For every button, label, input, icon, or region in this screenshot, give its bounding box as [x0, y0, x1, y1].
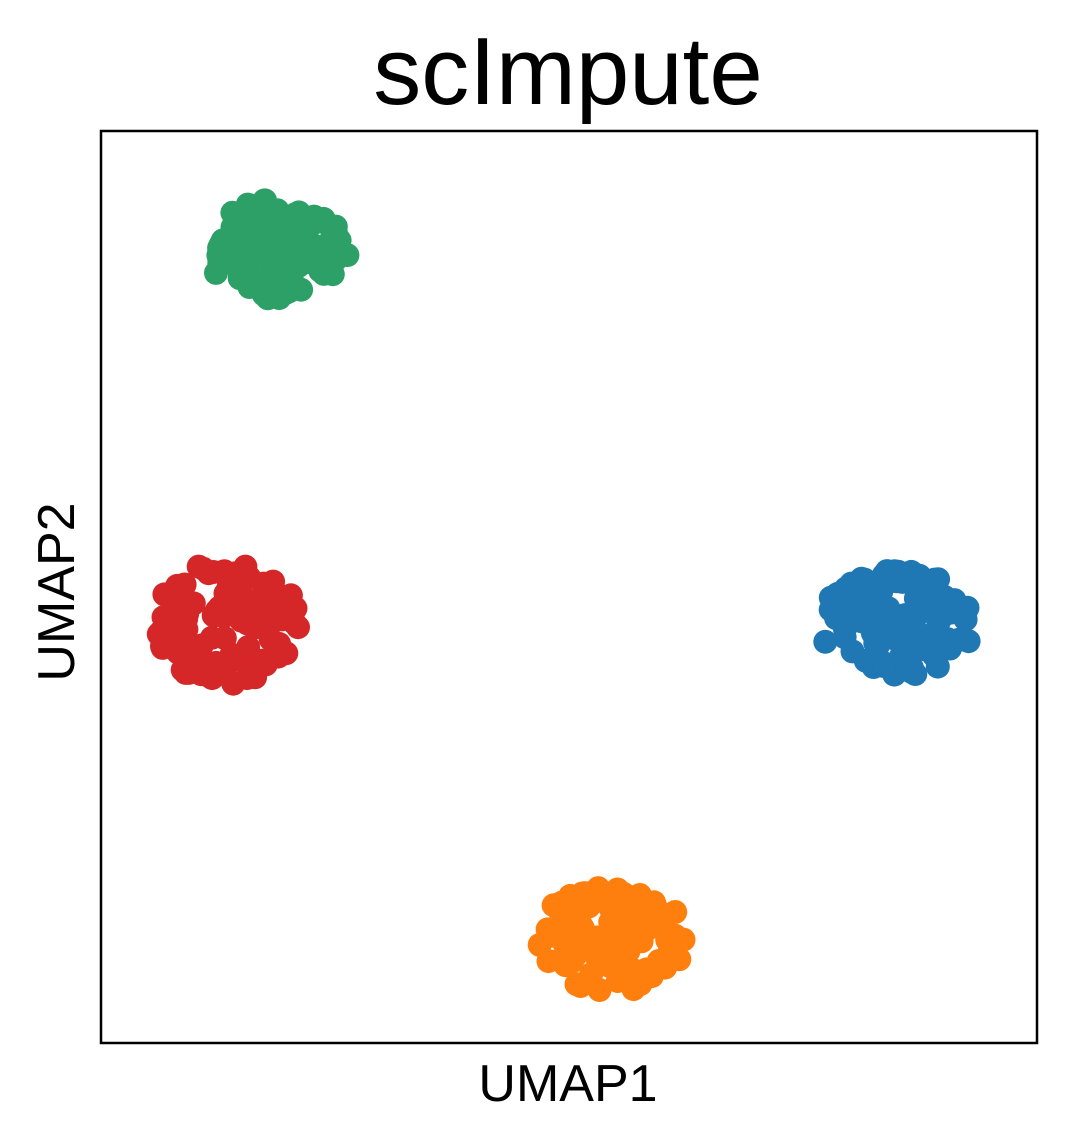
scatter-point-cluster-4 — [663, 900, 688, 924]
scatter-point-cluster-4 — [597, 942, 622, 967]
y-axis-label: UMAP2 — [28, 502, 86, 681]
scatter-point-cluster-4 — [535, 917, 560, 942]
scatter-point-cluster-1 — [321, 239, 346, 263]
scatter-points — [146, 188, 981, 1002]
scatter-point-cluster-2 — [201, 560, 226, 584]
scatter-point-cluster-1 — [246, 224, 271, 248]
scatter-point-cluster-2 — [166, 640, 191, 665]
scatter-point-cluster-3 — [863, 596, 888, 621]
scatter-point-cluster-2 — [165, 573, 190, 598]
scatter-point-cluster-4 — [567, 911, 592, 936]
scatter-point-cluster-3 — [913, 597, 938, 622]
scatter-point-cluster-3 — [818, 597, 843, 622]
scatter-point-cluster-1 — [297, 212, 322, 237]
scatter-point-cluster-4 — [658, 929, 683, 954]
scatter-point-cluster-1 — [295, 235, 320, 260]
scatter-point-cluster-4 — [667, 947, 692, 972]
scatter-point-cluster-1 — [323, 214, 348, 239]
scatter-point-cluster-4 — [567, 939, 591, 963]
scatter-point-cluster-1 — [311, 261, 336, 286]
scatter-point-cluster-1 — [273, 235, 298, 260]
scatter-point-cluster-2 — [235, 666, 259, 691]
plot-frame — [99, 129, 1039, 1045]
scatter-point-cluster-1 — [274, 206, 298, 230]
x-axis-label: UMAP1 — [478, 1055, 657, 1113]
scatter-point-cluster-4 — [564, 972, 589, 997]
scatter-point-cluster-4 — [630, 906, 655, 931]
scatter-point-cluster-4 — [558, 891, 583, 916]
scatter-point-cluster-3 — [849, 566, 874, 591]
scatter-point-cluster-2 — [201, 603, 226, 628]
scatter-point-cluster-1 — [237, 275, 262, 299]
scatter-point-cluster-2 — [253, 652, 278, 677]
scatter-point-cluster-2 — [286, 615, 310, 640]
chart-title: scImpute — [373, 18, 762, 125]
scatter-point-cluster-2 — [228, 585, 253, 609]
scatter-point-cluster-1 — [204, 260, 228, 285]
scatter-point-cluster-3 — [866, 614, 891, 639]
scatter-point-cluster-2 — [233, 604, 257, 629]
scatter-point-cluster-3 — [904, 636, 929, 661]
scatter-point-cluster-4 — [646, 949, 671, 973]
scatter-point-cluster-1 — [239, 244, 264, 268]
scatter-point-cluster-2 — [253, 600, 278, 625]
scatter-point-cluster-4 — [586, 876, 611, 901]
scatter-point-cluster-4 — [619, 959, 644, 984]
scatter-point-cluster-2 — [153, 615, 178, 640]
scatter-point-cluster-3 — [890, 568, 914, 593]
scatter-point-cluster-1 — [274, 280, 298, 305]
scatter-point-cluster-3 — [932, 585, 957, 609]
scatter-point-cluster-1 — [255, 286, 280, 311]
scatter-point-cluster-2 — [212, 626, 237, 651]
scatter-point-cluster-2 — [274, 641, 299, 666]
scatter-point-cluster-3 — [872, 651, 896, 676]
scatter-point-cluster-4 — [614, 918, 639, 943]
scatter-point-cluster-3 — [832, 616, 857, 641]
scatter-point-cluster-2 — [175, 601, 200, 626]
scatter-point-cluster-1 — [252, 188, 277, 213]
scatter-point-cluster-1 — [207, 236, 232, 260]
scatter-point-cluster-3 — [919, 622, 944, 647]
scatter-point-cluster-2 — [236, 635, 261, 660]
scatter-point-cluster-2 — [232, 563, 256, 588]
scatter-point-cluster-3 — [947, 627, 972, 652]
scatter-point-cluster-4 — [585, 925, 610, 950]
scatter-point-cluster-4 — [587, 978, 612, 1002]
scatter-point-cluster-2 — [272, 585, 297, 609]
scatter-point-cluster-4 — [607, 880, 632, 905]
scatter-point-cluster-2 — [196, 663, 221, 688]
scatter-point-cluster-3 — [844, 593, 869, 618]
scatter-point-cluster-3 — [813, 629, 838, 654]
